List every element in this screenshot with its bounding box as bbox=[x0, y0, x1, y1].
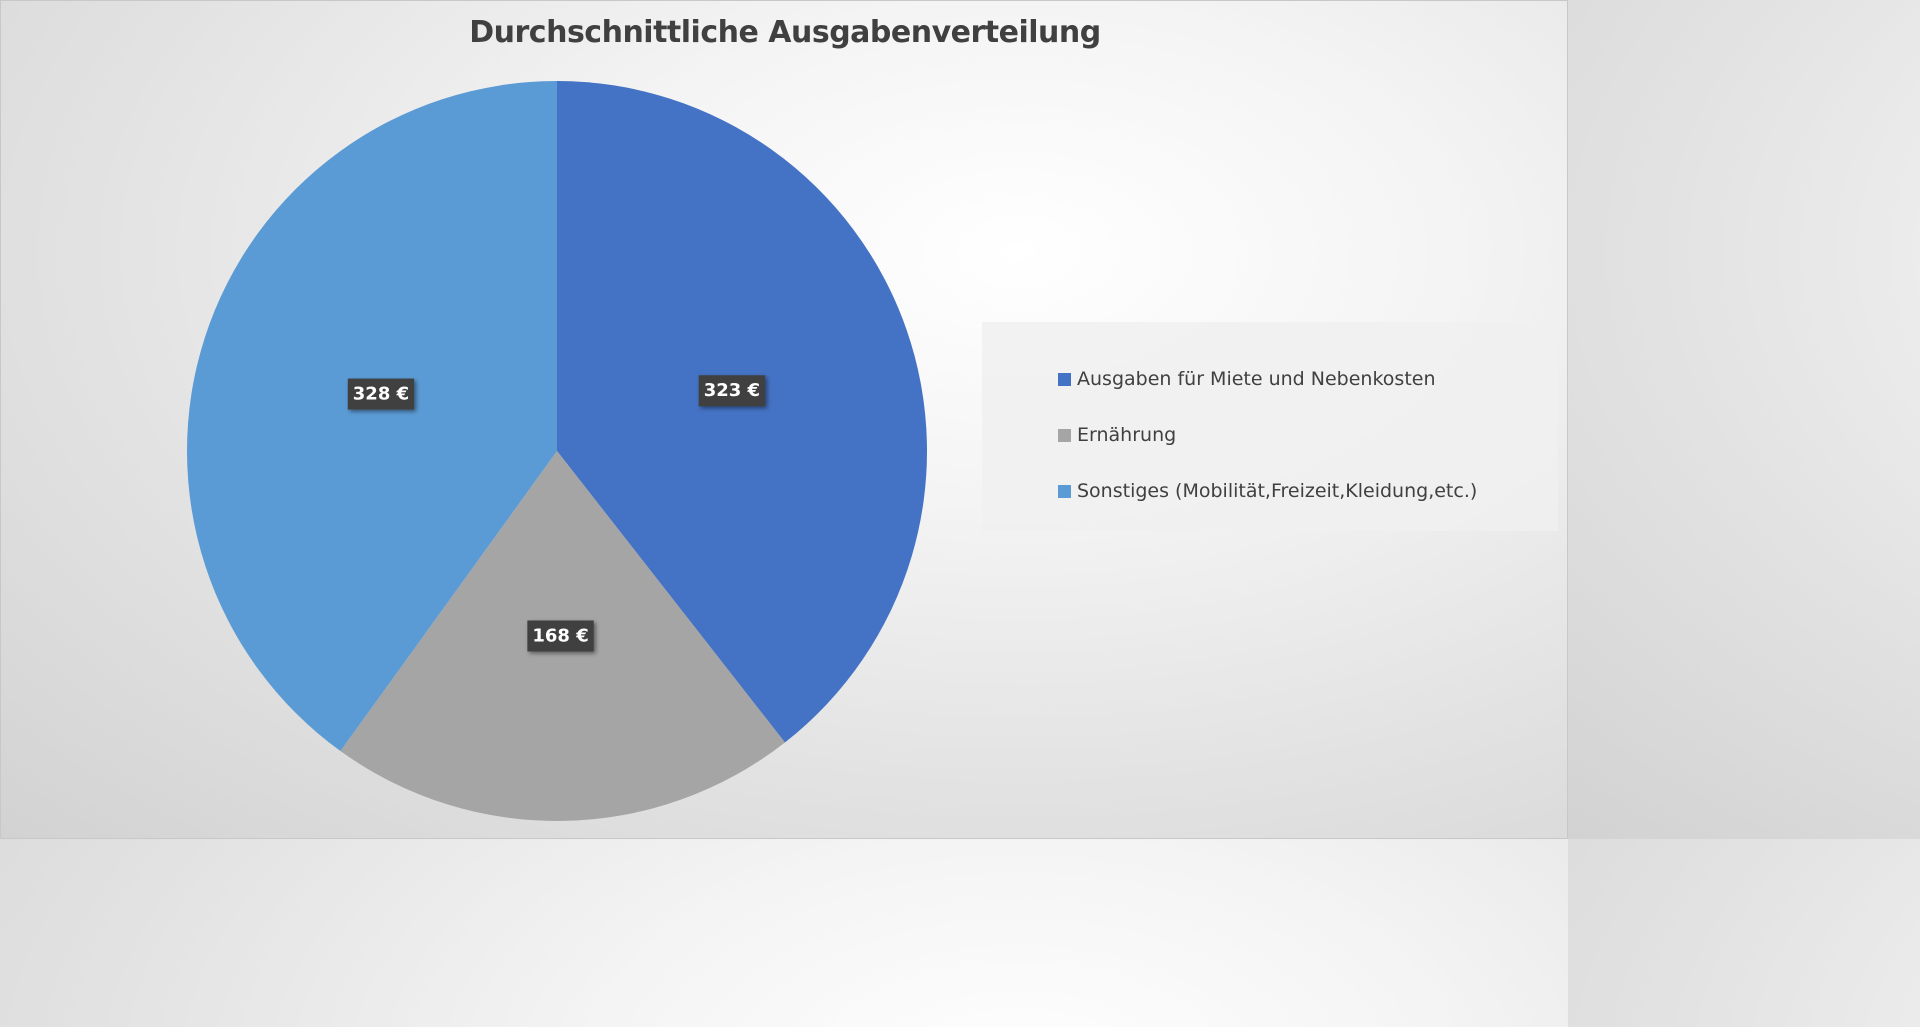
legend-label-ernaehrung: Ernährung bbox=[1077, 424, 1177, 446]
data-label-box-sonstiges bbox=[347, 378, 415, 410]
chart-area: Durchschnittliche Ausgabenverteilung 323… bbox=[1, 1, 1569, 840]
legend-item-sonstiges[interactable]: Sonstiges (Mobilität,Freizeit,Kleidung,e… bbox=[1058, 456, 1558, 526]
legend-label-miete: Ausgaben für Miete und Nebenkosten bbox=[1077, 368, 1436, 390]
data-label-text-miete: 323 € bbox=[704, 380, 760, 401]
legend-item-ernaehrung[interactable]: Ernährung bbox=[1058, 400, 1558, 470]
data-label-sonstiges: 328 € bbox=[347, 378, 415, 410]
data-label-text-ernaehrung: 168 € bbox=[532, 625, 588, 646]
legend-label-sonstiges: Sonstiges (Mobilität,Freizeit,Kleidung,e… bbox=[1077, 480, 1478, 502]
data-label-ernaehrung: 168 € bbox=[527, 620, 594, 652]
pie-chart: 323 € 168 € 328 € bbox=[187, 81, 927, 822]
chart-title: Durchschnittliche Ausgabenverteilung bbox=[469, 15, 1101, 50]
data-label-box-miete bbox=[698, 375, 766, 407]
legend-swatch-sonstiges bbox=[1058, 484, 1071, 498]
pie-slice-sonstiges[interactable] bbox=[187, 81, 558, 752]
data-label-box-ernaehrung bbox=[527, 620, 594, 652]
legend-item-miete[interactable]: Ausgaben für Miete und Nebenkosten bbox=[1058, 344, 1558, 414]
pie-slice-miete[interactable] bbox=[557, 81, 927, 743]
data-label-text-sonstiges: 328 € bbox=[353, 384, 409, 405]
legend-swatch-miete bbox=[1058, 372, 1071, 386]
legend: Ausgaben für Miete und Nebenkosten Ernäh… bbox=[982, 322, 1558, 531]
legend-swatch-ernaehrung bbox=[1058, 428, 1071, 442]
data-label-miete: 323 € bbox=[698, 375, 766, 407]
